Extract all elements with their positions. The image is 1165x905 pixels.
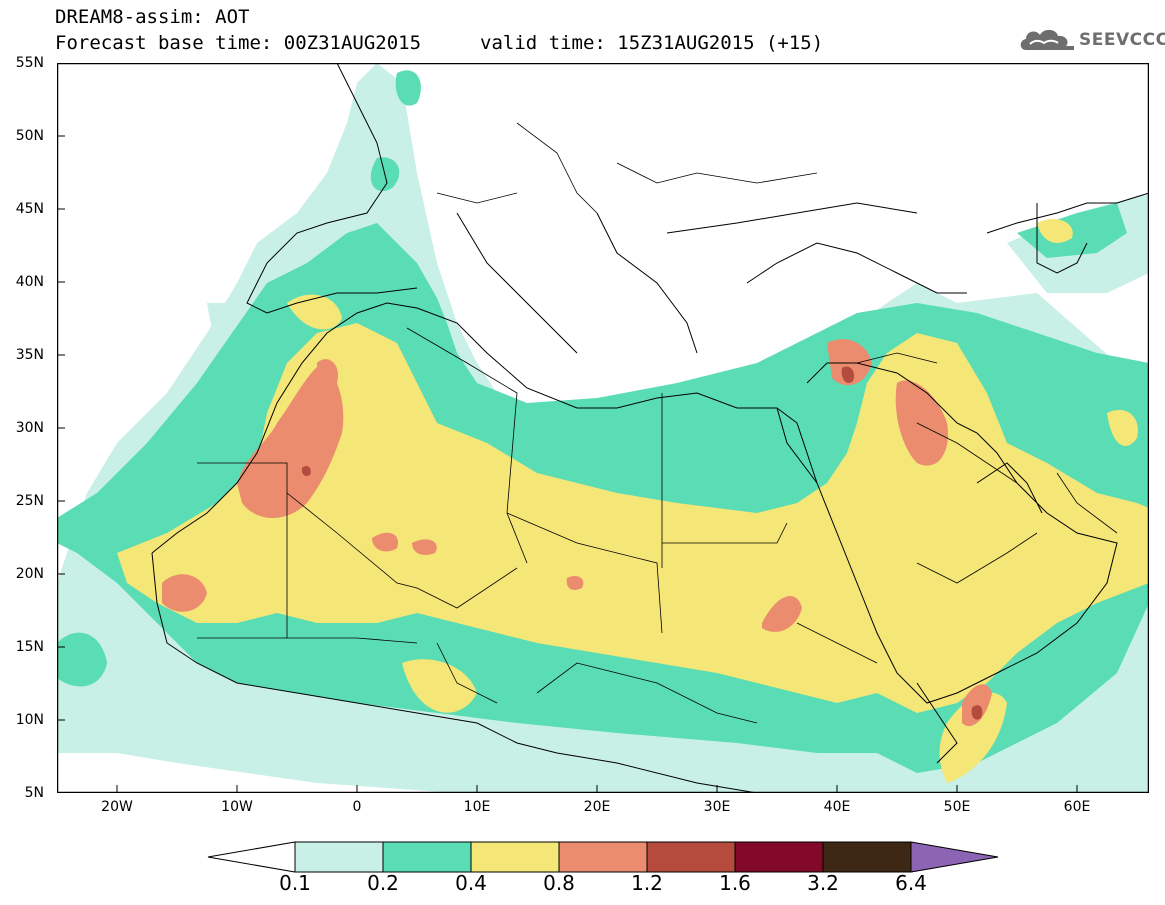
lon-label-20w: 20W xyxy=(101,799,133,815)
lat-label-50n: 50N xyxy=(15,128,44,144)
colorbar xyxy=(207,841,999,873)
lat-label-10n: 10N xyxy=(15,712,44,728)
lon-label-60e: 60E xyxy=(1063,799,1091,815)
colorbar-bin-3 xyxy=(558,841,648,873)
colorbar-bin-0 xyxy=(294,841,384,873)
lon-label-0: 0 xyxy=(352,799,362,815)
lat-label-55n: 55N xyxy=(15,55,44,71)
lon-label-40e: 40E xyxy=(823,799,851,815)
aot-band-1.2 xyxy=(301,366,983,720)
lat-label-15n: 15N xyxy=(15,639,44,655)
colorbar-label-1.6: 1.6 xyxy=(719,871,751,895)
lon-label-10w: 10W xyxy=(221,799,253,815)
lat-label-45n: 45N xyxy=(15,201,44,217)
lon-label-50e: 50E xyxy=(943,799,971,815)
colorbar-bin-6 xyxy=(822,841,912,873)
colorbar-bin-1 xyxy=(382,841,472,873)
lat-label-40n: 40N xyxy=(15,274,44,290)
lon-label-30e: 30E xyxy=(703,799,731,815)
colorbar-max-arrow xyxy=(910,841,999,873)
axis-ticks xyxy=(57,135,1078,793)
lat-label-35n: 35N xyxy=(15,347,44,363)
colorbar-bin-2 xyxy=(470,841,560,873)
aot-band-0.4 xyxy=(117,218,1149,783)
seevccc-logo: SEEVCCC xyxy=(1018,26,1165,54)
forecast-base-time: Forecast base time: 00Z31AUG2015 xyxy=(55,32,422,54)
colorbar-label-6.4: 6.4 xyxy=(895,871,927,895)
valid-time: valid time: 15Z31AUG2015 (+15) xyxy=(480,32,824,54)
colorbar-label-0.4: 0.4 xyxy=(455,871,487,895)
colorbar-bin-4 xyxy=(646,841,736,873)
colorbar-label-0.1: 0.1 xyxy=(279,871,311,895)
coastlines xyxy=(151,63,1149,793)
lon-label-10e: 10E xyxy=(463,799,491,815)
country-borders xyxy=(197,122,1118,724)
cloud-icon xyxy=(1020,29,1074,50)
colorbar-min-arrow xyxy=(207,841,296,873)
aot-band-0.8 xyxy=(162,339,992,727)
colorbar-label-0.8: 0.8 xyxy=(543,871,575,895)
lat-label-25n: 25N xyxy=(15,493,44,509)
lon-label-20e: 20E xyxy=(583,799,611,815)
lat-label-5n: 5N xyxy=(24,785,44,801)
colorbar-label-1.2: 1.2 xyxy=(631,871,663,895)
lat-label-20n: 20N xyxy=(15,566,44,582)
colorbar-label-0.2: 0.2 xyxy=(367,871,399,895)
aot-map xyxy=(57,63,1149,793)
colorbar-bin-5 xyxy=(734,841,824,873)
lat-label-30n: 30N xyxy=(15,420,44,436)
colorbar-label-3.2: 3.2 xyxy=(807,871,839,895)
logo-text: SEEVCCC xyxy=(1079,30,1165,50)
map-title: DREAM8-assim: AOT xyxy=(55,6,250,28)
